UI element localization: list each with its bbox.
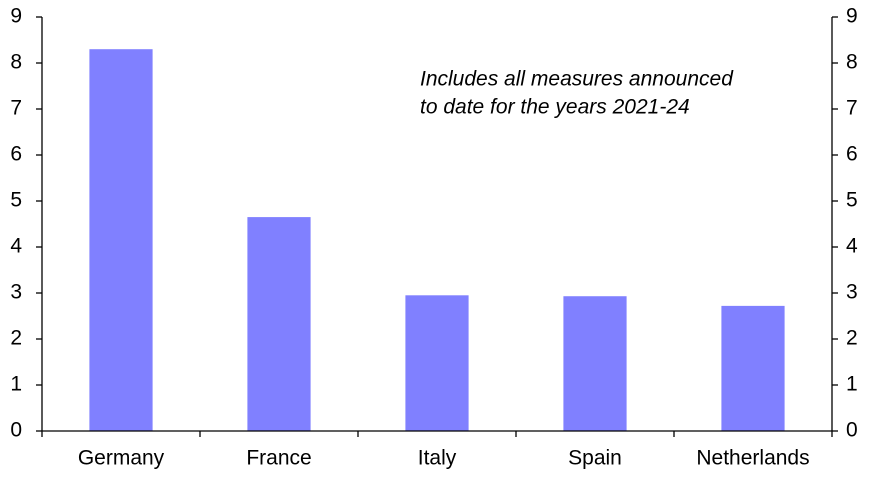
- y-tick-label: 6: [10, 143, 22, 166]
- x-tick-label: Germany: [78, 447, 165, 470]
- y2-tick-label: 6: [846, 143, 858, 166]
- y2-tick-label: 3: [846, 281, 858, 304]
- y2-tick-label: 4: [846, 235, 858, 258]
- y2-tick-label: 9: [846, 5, 858, 28]
- y2-tick-label: 1: [846, 373, 858, 396]
- y-tick-label: 2: [10, 327, 22, 350]
- y-tick-label: 1: [10, 373, 22, 396]
- bar: [721, 305, 785, 431]
- bar: [563, 296, 627, 431]
- x-tick-label: Spain: [568, 447, 622, 470]
- y2-tick-label: 8: [846, 51, 858, 74]
- bar: [247, 217, 311, 431]
- x-tick-label: Italy: [418, 447, 457, 470]
- x-tick-label: Netherlands: [696, 447, 809, 470]
- annotation: to date for the years 2021-24: [420, 96, 690, 119]
- y-tick-label: 8: [10, 51, 22, 74]
- y2-tick-label: 7: [846, 97, 858, 120]
- y-tick-label: 4: [10, 235, 22, 258]
- y2-tick-label: 0: [846, 419, 858, 442]
- y-tick-label: 3: [10, 281, 22, 304]
- y-tick-label: 9: [10, 5, 22, 28]
- y-tick-label: 5: [10, 189, 22, 212]
- y-tick-label: 7: [10, 97, 22, 120]
- x-tick-label: France: [246, 447, 311, 470]
- y2-tick-label: 5: [846, 189, 858, 212]
- y-tick-label: 0: [10, 419, 22, 442]
- annotation: Includes all measures announced: [420, 68, 734, 91]
- bar: [405, 295, 469, 431]
- bar: [89, 49, 153, 431]
- y2-tick-label: 2: [846, 327, 858, 350]
